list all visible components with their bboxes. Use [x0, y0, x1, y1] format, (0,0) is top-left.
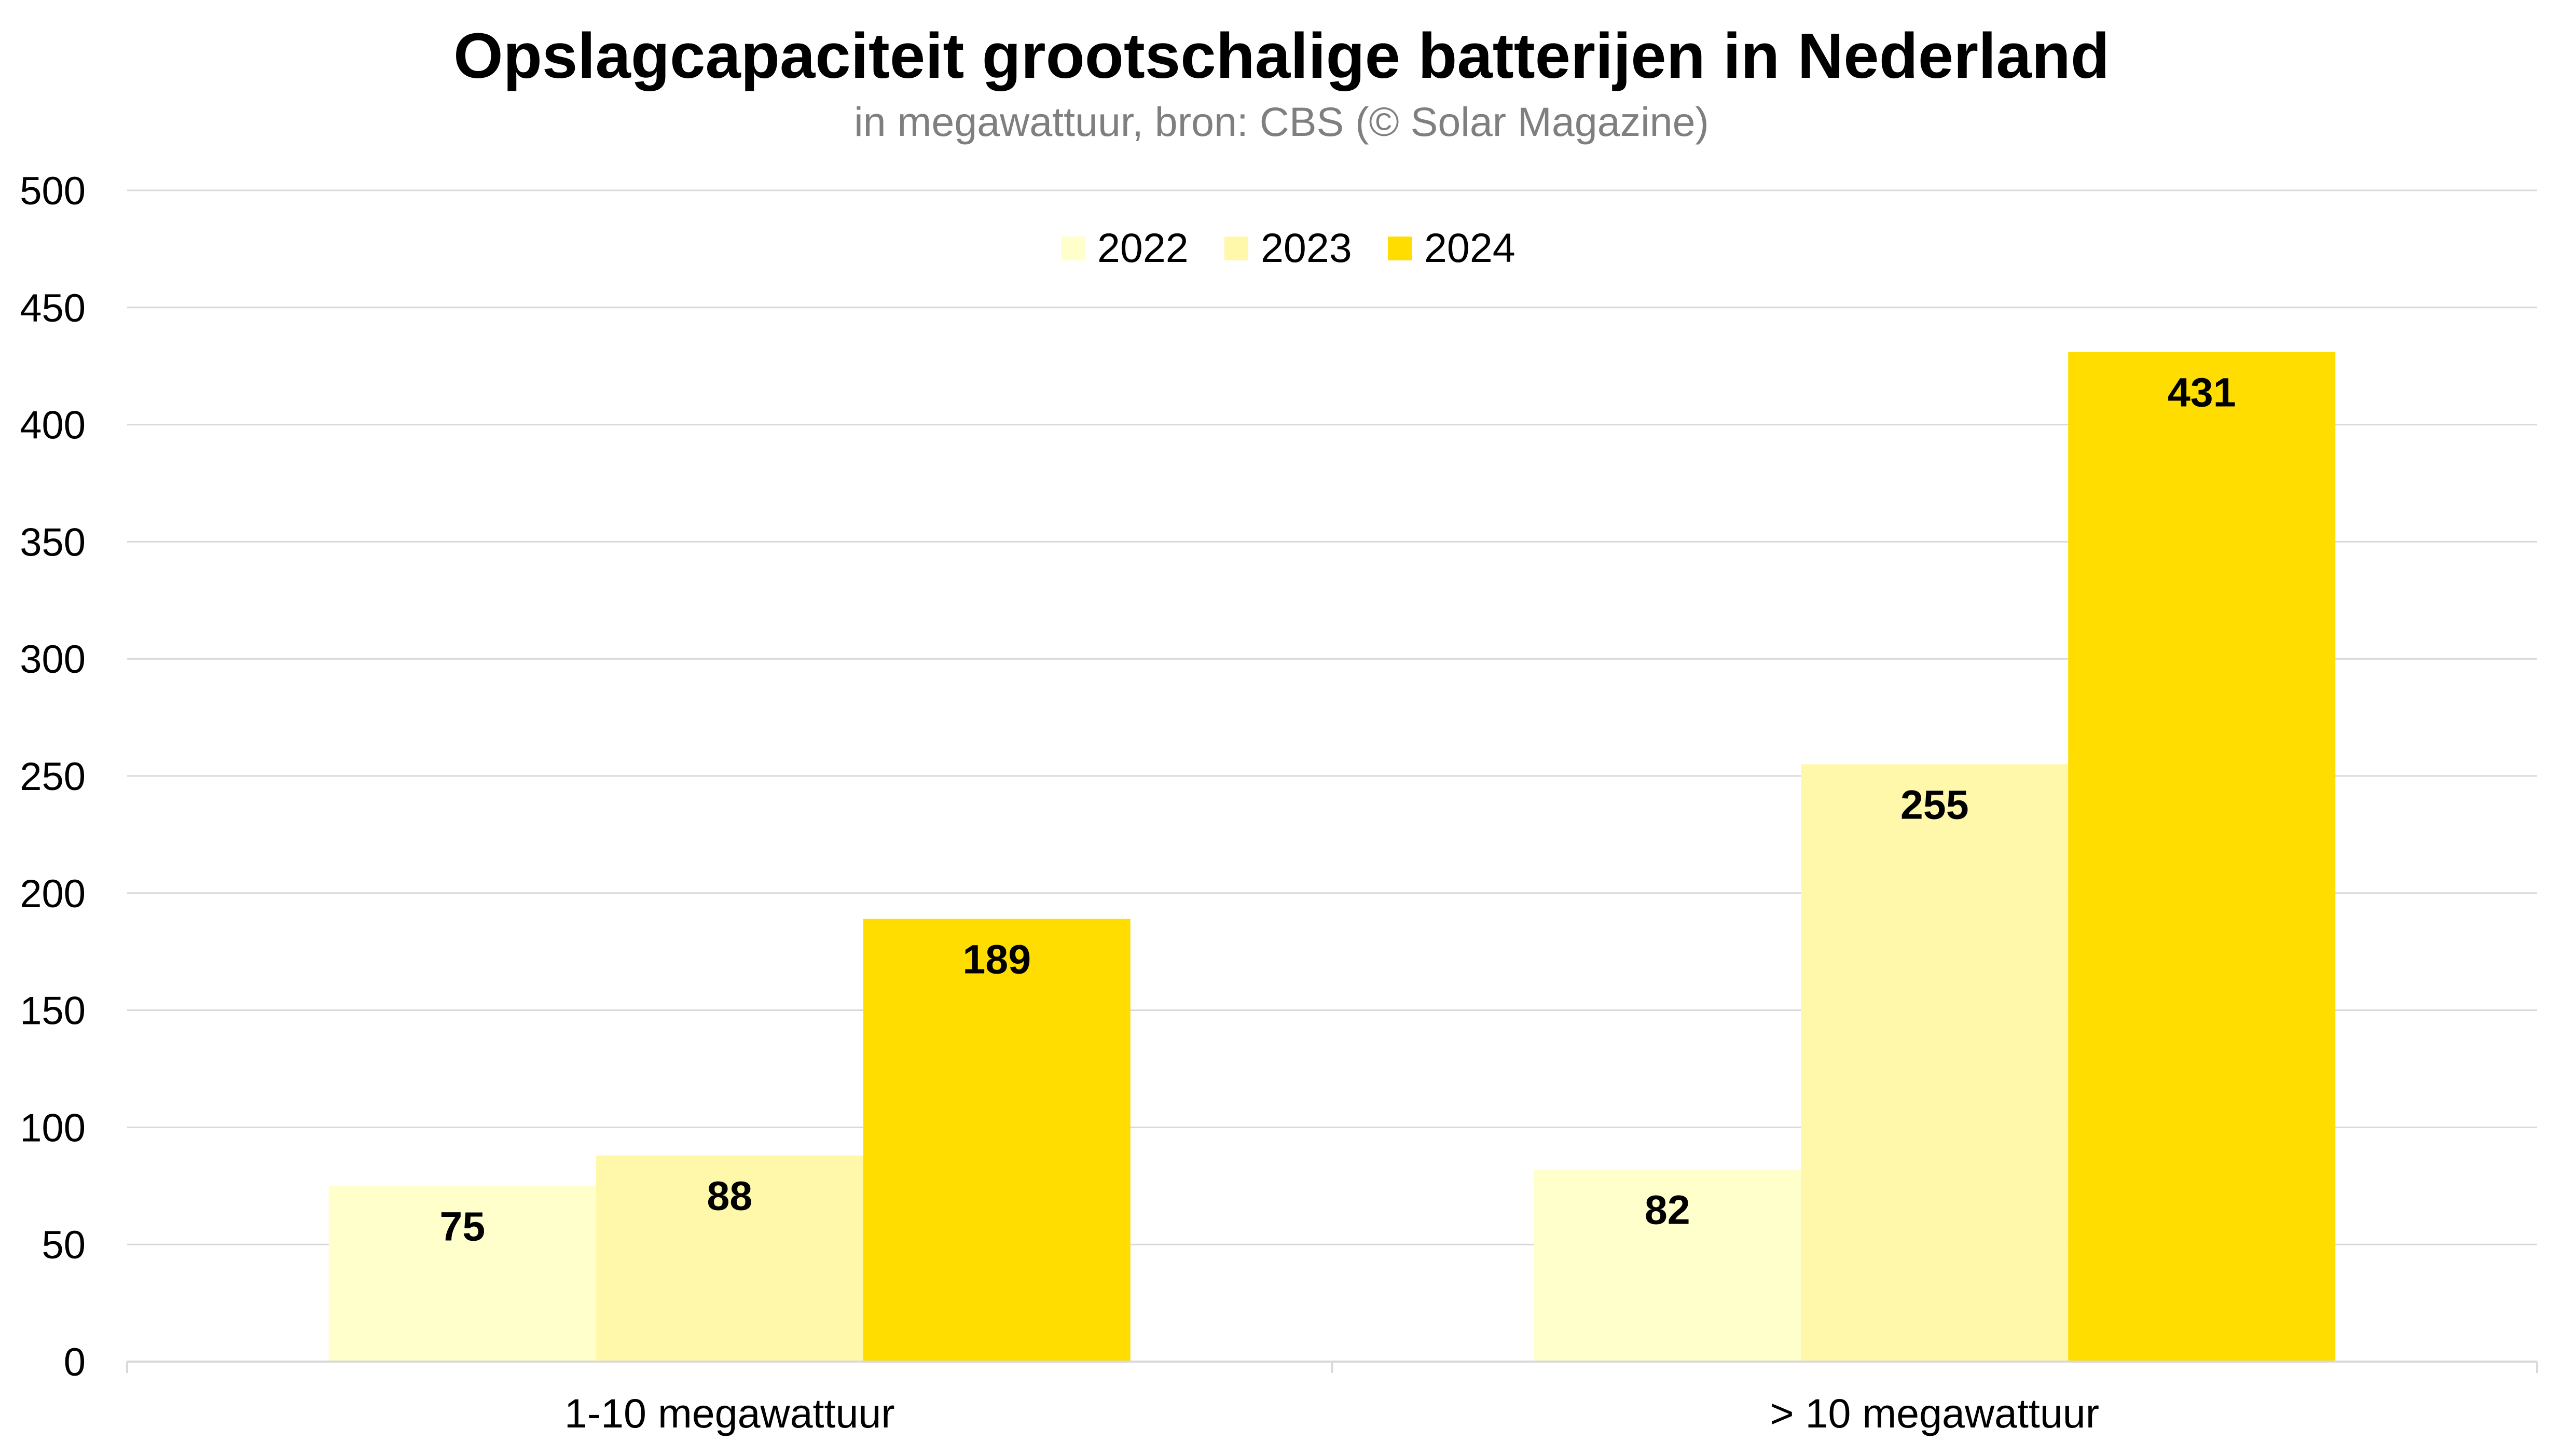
data-label: 255 [1900, 781, 1969, 827]
bar [596, 1155, 863, 1362]
y-tick-label: 100 [20, 1106, 86, 1150]
y-tick-label: 150 [20, 989, 86, 1033]
bar [2068, 352, 2336, 1362]
bars [328, 352, 2336, 1362]
chart-title: Opslagcapaciteit grootschalige batterije… [453, 21, 2110, 92]
legend-label: 2024 [1424, 225, 1515, 271]
data-label: 75 [439, 1203, 485, 1249]
y-axis-ticks: 0 50 100 150 200 250 300 350 400 450 500 [20, 169, 86, 1384]
y-tick-label: 300 [20, 637, 86, 682]
x-tick-label: 1-10 megawattuur [564, 1390, 895, 1436]
y-tick-label: 200 [20, 872, 86, 916]
legend-label: 2023 [1261, 225, 1352, 271]
x-axis: 1-10 megawattuur > 10 megawattuur [126, 1361, 2538, 1436]
chart-subtitle: in megawattuur, bron: CBS (© Solar Magaz… [854, 99, 1709, 145]
data-label: 431 [2168, 369, 2236, 415]
legend-label: 2022 [1097, 225, 1189, 271]
y-tick-label: 450 [20, 286, 86, 330]
y-tick-label: 0 [64, 1340, 86, 1384]
bar [328, 1186, 596, 1362]
legend: 2022 2023 2024 [1061, 225, 1515, 271]
bar [1534, 1169, 1801, 1362]
y-tick-label: 500 [20, 169, 86, 213]
legend-swatch [1224, 237, 1248, 260]
legend-swatch [1388, 237, 1412, 260]
legend-swatch [1061, 237, 1085, 260]
y-tick-label: 50 [42, 1223, 86, 1267]
gridlines [127, 189, 2537, 1245]
y-tick-label: 400 [20, 404, 86, 448]
bar [1801, 764, 2069, 1362]
bar [863, 919, 1131, 1362]
y-tick-label: 350 [20, 520, 86, 564]
data-label: 189 [962, 936, 1031, 982]
data-label: 88 [707, 1173, 752, 1219]
data-label: 82 [1645, 1187, 1690, 1233]
x-tick-label: > 10 megawattuur [1770, 1390, 2099, 1436]
data-labels: 75 88 189 82 255 431 [439, 369, 2236, 1250]
y-tick-label: 250 [20, 755, 86, 799]
